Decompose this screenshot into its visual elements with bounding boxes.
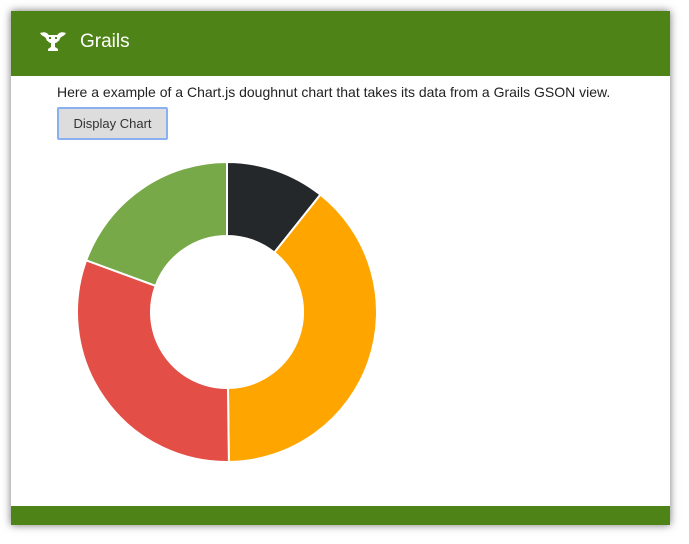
intro-text: Here a example of a Chart.js doughnut ch… [57, 84, 611, 100]
brand-title[interactable]: Grails [80, 31, 130, 52]
browser-page: Grails Here a example of a Chart.js doug… [11, 11, 670, 525]
doughnut-chart [76, 160, 378, 464]
footer [11, 506, 670, 525]
display-chart-button[interactable]: Display Chart [57, 107, 168, 140]
grails-logo-icon[interactable] [39, 31, 67, 53]
doughnut-segment-2[interactable] [226, 193, 378, 464]
doughnut-segment-3[interactable] [76, 259, 230, 463]
navbar: Grails [11, 11, 670, 76]
doughnut-segment-4[interactable] [84, 160, 228, 288]
